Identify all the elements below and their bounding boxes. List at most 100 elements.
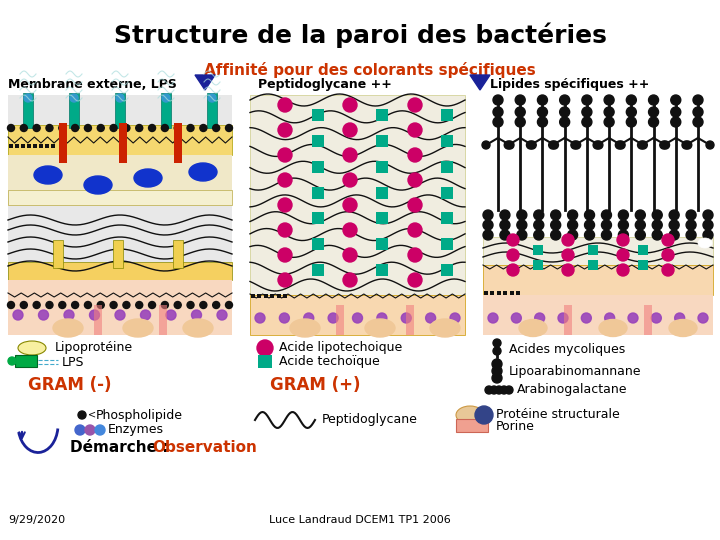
Circle shape [304, 313, 314, 323]
Text: GRAM (+): GRAM (+) [270, 376, 360, 394]
Text: Acide techoïque: Acide techoïque [279, 355, 379, 368]
Bar [21, 144, 25, 148]
Ellipse shape [34, 166, 62, 184]
Circle shape [617, 264, 629, 276]
Bar [15, 355, 37, 367]
Circle shape [174, 125, 181, 132]
Circle shape [343, 148, 357, 162]
Circle shape [682, 141, 690, 149]
Circle shape [408, 198, 422, 212]
Ellipse shape [183, 319, 213, 337]
Circle shape [482, 141, 490, 149]
Bar [173, 240, 183, 268]
Circle shape [7, 301, 14, 308]
Circle shape [669, 220, 679, 230]
Bar [503, 291, 507, 295]
Circle shape [562, 264, 574, 276]
Circle shape [686, 220, 696, 230]
Circle shape [353, 313, 362, 323]
Circle shape [401, 313, 411, 323]
Text: Affinité pour des colorants spécifiques: Affinité pour des colorants spécifiques [204, 62, 536, 78]
Circle shape [24, 94, 32, 102]
Circle shape [585, 220, 595, 230]
Bar [113, 240, 123, 268]
Circle shape [660, 141, 667, 149]
Circle shape [483, 210, 493, 220]
Circle shape [582, 107, 592, 117]
Circle shape [507, 249, 519, 261]
Circle shape [581, 313, 591, 323]
Bar [8, 155, 232, 190]
Bar [376, 186, 388, 199]
Bar [312, 109, 324, 121]
Circle shape [582, 95, 592, 105]
Circle shape [408, 123, 422, 137]
Circle shape [225, 125, 233, 132]
Circle shape [703, 210, 713, 220]
Circle shape [123, 125, 130, 132]
Circle shape [123, 301, 130, 308]
Circle shape [652, 230, 662, 240]
Circle shape [278, 198, 292, 212]
Bar [441, 212, 453, 224]
Circle shape [212, 125, 220, 132]
Circle shape [343, 273, 357, 287]
Circle shape [278, 273, 292, 287]
Bar [270, 294, 274, 298]
Circle shape [7, 125, 14, 132]
Circle shape [551, 210, 561, 220]
Circle shape [662, 141, 670, 149]
Text: Protéine structurale: Protéine structurale [496, 408, 620, 422]
Circle shape [601, 230, 611, 240]
Circle shape [649, 95, 659, 105]
Circle shape [559, 95, 570, 105]
Circle shape [408, 223, 422, 237]
Circle shape [526, 141, 534, 149]
Bar [69, 93, 79, 128]
Circle shape [517, 230, 527, 240]
Circle shape [492, 366, 502, 376]
Circle shape [408, 273, 422, 287]
Circle shape [408, 148, 422, 162]
Circle shape [136, 125, 143, 132]
Circle shape [617, 234, 629, 246]
Bar [250, 95, 465, 295]
Circle shape [534, 220, 544, 230]
Bar [161, 93, 171, 128]
Bar [441, 161, 453, 173]
Circle shape [693, 107, 703, 117]
Circle shape [115, 310, 125, 320]
Circle shape [493, 95, 503, 105]
Circle shape [516, 95, 525, 105]
Circle shape [59, 125, 66, 132]
Circle shape [537, 95, 547, 105]
Circle shape [426, 313, 436, 323]
Circle shape [506, 141, 514, 149]
Bar [8, 125, 232, 155]
Text: LPS: LPS [62, 355, 84, 368]
Circle shape [537, 117, 547, 127]
Bar [376, 212, 388, 224]
Text: Porine: Porine [496, 420, 535, 433]
Circle shape [278, 223, 292, 237]
Circle shape [516, 117, 525, 127]
Bar [159, 305, 167, 335]
Bar [119, 123, 127, 163]
Circle shape [148, 301, 156, 308]
Bar [27, 144, 31, 148]
Bar [406, 305, 414, 335]
Circle shape [585, 230, 595, 240]
Bar [8, 190, 232, 205]
Circle shape [71, 301, 78, 308]
Bar [533, 260, 543, 270]
Circle shape [504, 141, 512, 149]
Circle shape [551, 230, 561, 240]
Circle shape [377, 313, 387, 323]
Circle shape [684, 141, 692, 149]
Bar [39, 144, 43, 148]
Circle shape [483, 230, 493, 240]
Circle shape [617, 249, 629, 261]
Polygon shape [195, 75, 215, 90]
Circle shape [635, 210, 645, 220]
Circle shape [492, 359, 502, 369]
